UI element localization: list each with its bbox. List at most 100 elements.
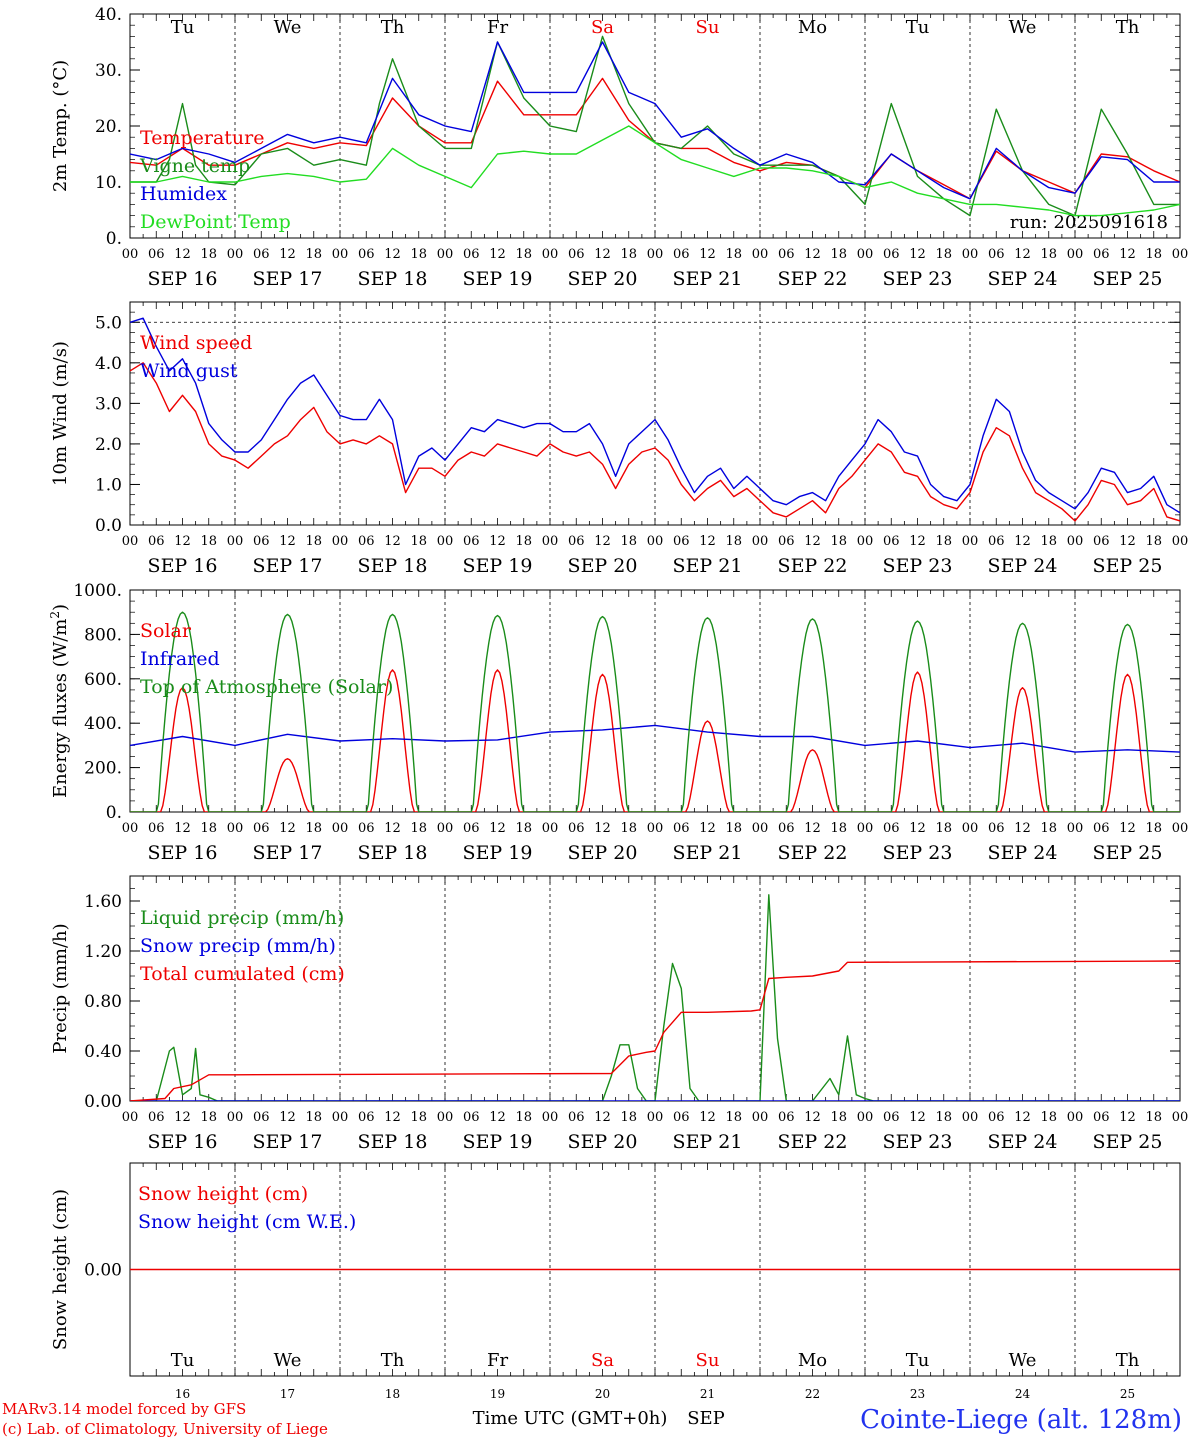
x-date-label: SEP 19: [463, 842, 533, 864]
x-hour-label: 18: [620, 821, 637, 836]
x-date-label: SEP 22: [778, 842, 848, 864]
x-hour-label: 06: [568, 534, 585, 549]
x-hour-label: 18: [830, 821, 847, 836]
x-hour-label: 12: [909, 821, 926, 836]
x-hour-label: 00: [962, 534, 979, 549]
x-hour-label: 18: [1145, 534, 1162, 549]
legend-entry: Top of Atmosphere (Solar): [140, 676, 393, 698]
x-date-label: SEP 17: [253, 555, 323, 577]
x-hour-label: 06: [988, 1110, 1005, 1125]
x-hour-label: 00: [1172, 821, 1189, 836]
day-name: We: [274, 17, 302, 38]
x-hour-label: 06: [148, 821, 165, 836]
y-tick-label: 10.: [95, 173, 122, 193]
x-hour-label: 00: [752, 534, 769, 549]
x-hour-label: 18: [935, 1110, 952, 1125]
legend-entry: Vigne temp: [139, 155, 250, 177]
y-tick-label: 600.: [84, 670, 122, 690]
legend-entry: Liquid precip (mm/h): [140, 907, 344, 929]
x-hour-label: 12: [1014, 1110, 1031, 1125]
x-hour-label: 12: [1119, 247, 1136, 262]
x-hour-label: 00: [1067, 247, 1084, 262]
x-hour-label: 12: [174, 247, 191, 262]
panel-5: 0.00 Snow height (cm) Tu We Th Fr Sa Su Mo Tu We Th…: [50, 1162, 1181, 1401]
x-hour-label: 00: [752, 821, 769, 836]
x-hour-label: 12: [699, 247, 716, 262]
series-group: [130, 317, 1180, 522]
x-hour-label: 00: [332, 1110, 349, 1125]
footer-lab: (c) Lab. of Climatology, University of L…: [2, 1420, 328, 1438]
x-hour-label: 06: [778, 821, 795, 836]
x-hour-label: 00: [332, 247, 349, 262]
x-hour-label: 06: [883, 247, 900, 262]
x-hour-label: 06: [253, 821, 270, 836]
panel-4: 0.00 0.40 0.80 1.20 1.60 Precip (mm/h) 00 06 12 1…: [50, 875, 1188, 1153]
x-hour-label: 06: [778, 247, 795, 262]
x-hour-label: 18: [1040, 534, 1057, 549]
x-hour-label: 18: [620, 534, 637, 549]
x-hour-label: 00: [227, 247, 244, 262]
panel1-run-label: run: 2025091618: [1010, 212, 1168, 233]
x-hour-label: 18: [1040, 821, 1057, 836]
x-date-label: SEP 16: [148, 555, 218, 577]
x-hour-label: 00: [542, 1110, 559, 1125]
panel-2: 0.0 1.0 2.0 3.0 4.0 5.0 10m Wind (m/s) 00 06 12 18…: [50, 301, 1188, 577]
x-hour-label: 12: [594, 1110, 611, 1125]
x-hour-label: 06: [778, 1110, 795, 1125]
x-hour-label: 18: [200, 821, 217, 836]
x-hour-label: 12: [594, 247, 611, 262]
x-hour-label: 12: [909, 247, 926, 262]
x-hour-label: 18: [410, 821, 427, 836]
x-hour-label: 18: [830, 534, 847, 549]
x-date-label: SEP 17: [253, 842, 323, 864]
y-axis-label-close: ): [50, 604, 71, 611]
x-hour-label: 12: [489, 1110, 506, 1125]
x-hour-label: 18: [620, 1110, 637, 1125]
x-date-label: SEP 16: [148, 842, 218, 864]
x-date-label: SEP 16: [148, 268, 218, 290]
x-hour-label: 12: [279, 1110, 296, 1125]
x-hour-label: 06: [568, 1110, 585, 1125]
x-hour-label: 00: [122, 1110, 139, 1125]
x-date-label: SEP 20: [568, 268, 638, 290]
x-daynum-label: 17: [280, 1387, 295, 1401]
x-hour-label: 06: [358, 247, 375, 262]
x-hour-label: 06: [1093, 821, 1110, 836]
day-name: Su: [696, 17, 720, 38]
legend-entry: Total cumulated (cm): [140, 963, 345, 985]
y-tick-label: 200.: [84, 759, 122, 779]
x-date-label: SEP 18: [358, 268, 428, 290]
x-hour-label: 12: [174, 1110, 191, 1125]
x-hour-label: 06: [463, 1110, 480, 1125]
x-date-label: SEP 19: [463, 555, 533, 577]
series-line-wind-speed: [130, 362, 1180, 522]
y-axis-label: Energy fluxes (W/m2): [48, 604, 71, 798]
x-hour-label: 00: [542, 534, 559, 549]
x-hour-label: 12: [384, 821, 401, 836]
x-hour-label: 12: [804, 1110, 821, 1125]
x-hour-label: 00: [1067, 821, 1084, 836]
series-line-solar: [130, 669, 1180, 812]
panel-1: 0. 10. 20. 30. 40. 2m Temp. (°C) 00 06 12 18 SEP 1…: [50, 5, 1188, 290]
x-date-label: SEP 24: [988, 555, 1058, 577]
series-line-humidex: [130, 41, 1180, 200]
x-hour-label: 18: [305, 821, 322, 836]
day-name: Mo: [798, 17, 827, 38]
legend-entry: Solar: [140, 620, 192, 642]
x-hour-label: 18: [515, 247, 532, 262]
y-tick-label: 0.: [106, 803, 122, 823]
y-tick-label: 1.60: [84, 892, 122, 912]
x-hour-label: 18: [620, 247, 637, 262]
series-line-total-cumulated-cm-: [130, 960, 1180, 1101]
x-hour-label: 00: [227, 1110, 244, 1125]
x-hour-label: 18: [515, 1110, 532, 1125]
x-date-label: SEP 23: [883, 268, 953, 290]
x-hour-label: 12: [489, 247, 506, 262]
x-hour-label: 12: [1119, 1110, 1136, 1125]
x-date-label: SEP 25: [1093, 555, 1163, 577]
x-hour-label: 18: [515, 821, 532, 836]
x-hour-label: 18: [305, 1110, 322, 1125]
y-tick-label: 1000.: [73, 581, 122, 601]
day-name: Sa: [591, 17, 614, 38]
x-hour-label: 06: [463, 821, 480, 836]
